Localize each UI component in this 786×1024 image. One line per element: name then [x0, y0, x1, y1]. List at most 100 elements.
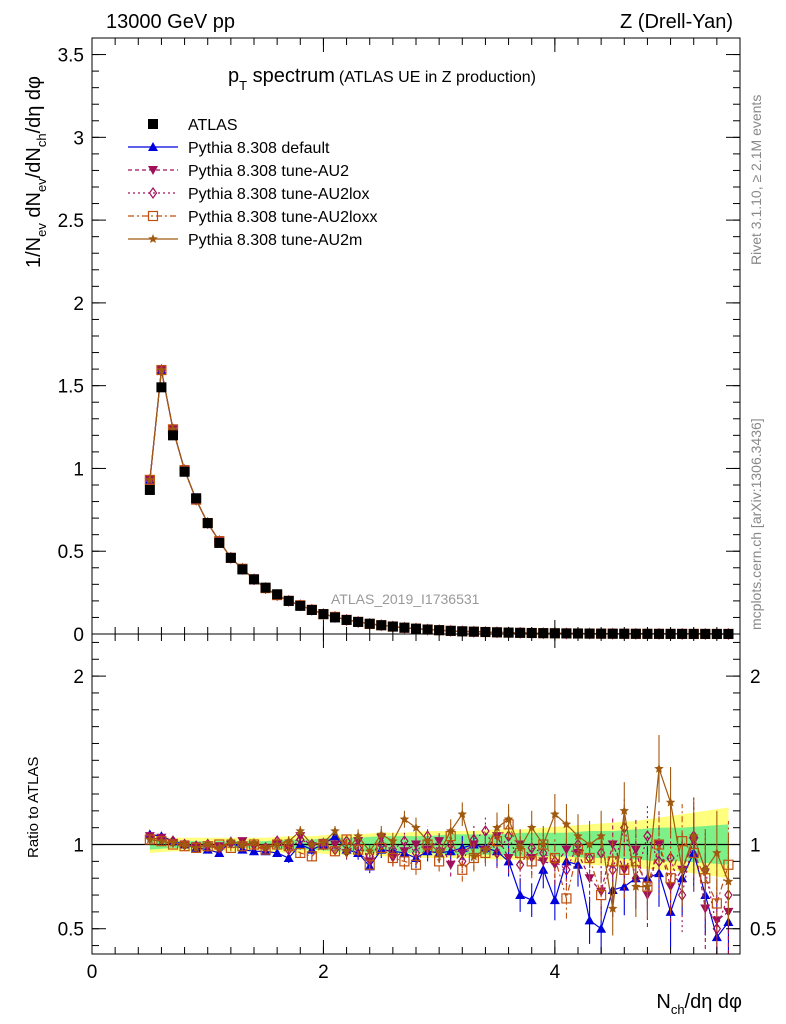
atlas-data-point	[179, 466, 190, 477]
ratio-point	[653, 839, 665, 850]
atlas-data-point	[283, 595, 294, 606]
header-right: Z (Drell-Yan)	[620, 11, 733, 33]
legend-marker	[148, 166, 158, 175]
ratio-point	[457, 848, 468, 858]
ratio-point	[504, 830, 513, 843]
ratio-point	[700, 864, 710, 874]
ratio-point	[596, 923, 607, 933]
ratio-point	[469, 851, 479, 861]
atlas-data-point	[249, 574, 259, 585]
ratio-point	[723, 876, 734, 886]
ratio-point	[712, 922, 722, 935]
ratio-point	[619, 881, 630, 891]
ratio-point	[457, 809, 467, 819]
ratio-point	[434, 837, 445, 847]
ratio-point	[642, 881, 653, 891]
ratio-tick-label-right: 0.5	[750, 920, 776, 941]
y-tick-label: 0	[73, 625, 84, 646]
ratio-point	[503, 854, 514, 863]
atlas-data-point	[272, 589, 283, 600]
ratio-point	[480, 844, 491, 854]
atlas-data-point	[492, 627, 502, 638]
ratio-point	[284, 836, 294, 846]
ratio-point	[237, 839, 248, 849]
atlas-data-point	[318, 609, 329, 620]
ratio-point	[608, 863, 617, 876]
y-tick-label: 1	[73, 459, 84, 480]
ratio-point	[654, 855, 664, 868]
y-axis-label-bottom: Ratio to ATLAS	[25, 757, 42, 858]
ratio-point	[549, 895, 560, 905]
y-tick-label: 0.5	[58, 542, 84, 563]
ratio-point	[666, 851, 675, 865]
ratio-point	[295, 847, 306, 859]
ratio-point	[608, 903, 618, 913]
ratio-point	[619, 805, 629, 815]
ratio-point	[549, 852, 560, 864]
atlas-data-point	[214, 537, 225, 548]
atlas-data-point	[515, 627, 526, 638]
ratio-point	[400, 835, 409, 848]
ratio-point	[364, 859, 375, 870]
atlas-data-point	[353, 616, 364, 627]
atlas-data-point	[445, 625, 456, 636]
ratio-point	[179, 839, 190, 849]
ratio-point	[665, 797, 676, 807]
atlas-data-point	[295, 600, 306, 611]
atlas-data-point	[364, 618, 375, 629]
atlas-data-point	[341, 614, 352, 625]
y-tick-label: 1.5	[58, 377, 84, 398]
ratio-point	[630, 845, 641, 855]
ratio-point	[260, 842, 271, 852]
ratio-point	[712, 847, 722, 857]
atlas-data-point	[468, 626, 479, 637]
ratio-point	[434, 847, 444, 857]
ratio-point	[341, 846, 352, 856]
y-tick-label: 3.5	[58, 46, 84, 67]
atlas-data-point	[260, 582, 271, 593]
ratio-point	[388, 836, 398, 846]
legend-entry-2: Pythia 8.308 tune-AU2	[128, 163, 349, 180]
ratio-point	[295, 826, 305, 836]
ratio-point	[399, 856, 410, 867]
ratio-point	[446, 826, 456, 836]
ratio-point	[561, 845, 572, 855]
header-left: 13000 GeV pp	[106, 11, 235, 33]
ratio-point	[399, 814, 410, 824]
ratio-point	[145, 834, 155, 844]
ratio-point	[457, 864, 468, 875]
legend-marker	[148, 186, 158, 200]
ratio-point	[203, 839, 213, 849]
ratio-point	[492, 822, 502, 832]
atlas-data-point	[422, 624, 433, 635]
ratio-point	[562, 863, 571, 876]
ratio-series	[144, 735, 734, 954]
ratio-point	[689, 831, 699, 841]
legend-label: ATLAS	[188, 117, 238, 134]
ratio-point	[503, 814, 514, 824]
legend-label: Pythia 8.308 tune-AU2	[188, 163, 349, 180]
atlas-data-point	[306, 604, 317, 615]
ratio-point	[492, 846, 502, 859]
ratio-tick-label-right: 2	[750, 667, 761, 688]
ratio-point	[272, 847, 283, 857]
ratio-point	[341, 834, 352, 845]
ratio-point	[527, 822, 537, 832]
ratio-point	[422, 836, 433, 846]
plot-title: pT spectrum (ATLAS UE in Z production)	[228, 65, 536, 93]
ratio-point	[376, 829, 386, 839]
ratio-point	[214, 842, 224, 852]
legend-entry-0: ATLAS	[148, 117, 238, 134]
y-tick-label: 3	[73, 128, 84, 149]
ratio-frame	[91, 633, 741, 955]
legend-entry-3: Pythia 8.308 tune-AU2lox	[128, 186, 369, 203]
ratio-point	[677, 864, 687, 874]
x-tick-label: 0	[87, 962, 98, 983]
legend-entry-4: Pythia 8.308 tune-AU2loxx	[128, 209, 377, 226]
ratio-point	[526, 856, 537, 867]
atlas-data-point	[330, 612, 340, 623]
ratio-point	[387, 852, 398, 864]
ratio-point	[550, 855, 560, 868]
atlas-data-point	[399, 622, 410, 633]
